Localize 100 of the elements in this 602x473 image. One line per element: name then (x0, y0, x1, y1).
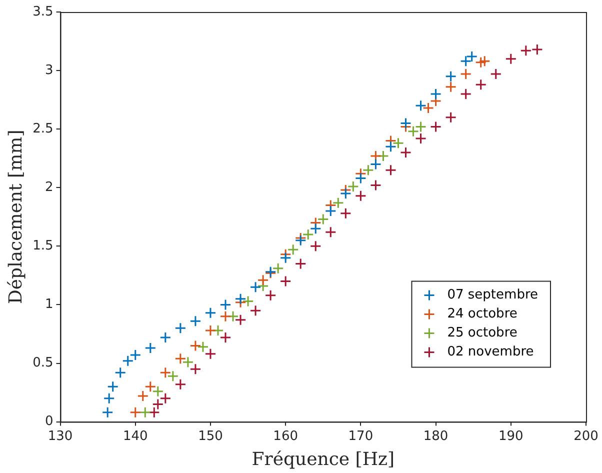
point (103, 392, 115, 404)
legend-label: 07 septembre (447, 288, 538, 303)
point (280, 252, 292, 264)
point (400, 146, 412, 158)
point (354, 190, 366, 202)
point (460, 68, 472, 80)
point (505, 53, 517, 65)
y-tick-label: 2 (44, 180, 54, 196)
x-tick-label: 180 (423, 428, 448, 444)
point (242, 295, 254, 307)
x-tick-label: 170 (348, 428, 374, 444)
x-axis-title: Fréquence [Hz] (252, 448, 395, 470)
point (370, 180, 382, 192)
point (234, 314, 246, 326)
point (294, 258, 306, 270)
point (362, 164, 374, 176)
x-tick-label: 200 (574, 428, 598, 444)
point (234, 293, 246, 305)
point (347, 180, 359, 192)
point (415, 100, 427, 112)
point (130, 349, 142, 361)
point (324, 205, 336, 217)
point (445, 70, 457, 82)
point (445, 81, 457, 93)
point (160, 332, 172, 344)
x-tick-label: 130 (48, 428, 73, 444)
point (490, 68, 502, 80)
point (190, 363, 202, 375)
point (152, 398, 164, 410)
point (167, 370, 179, 382)
point (220, 310, 232, 322)
point (370, 158, 382, 170)
point (332, 197, 344, 209)
point (310, 240, 322, 252)
point (174, 352, 186, 364)
point (302, 228, 314, 240)
x-tick-label: 150 (198, 428, 223, 444)
point (400, 117, 412, 129)
legend-label: 02 novembre (447, 344, 534, 360)
point (531, 44, 543, 56)
point (144, 380, 156, 392)
point (190, 315, 202, 327)
y-tick-label: 1 (44, 297, 54, 312)
legend-label: 24 octobre (447, 306, 518, 322)
point (430, 88, 442, 100)
y-tick-label: 3.5 (32, 4, 54, 20)
point (250, 281, 262, 293)
point (445, 112, 457, 124)
point (102, 406, 114, 418)
point (310, 222, 322, 234)
point (415, 132, 427, 144)
x-tick-label: 190 (498, 428, 524, 444)
point (280, 276, 292, 288)
point (182, 356, 194, 368)
point (475, 78, 487, 90)
point (250, 304, 262, 316)
point (144, 342, 156, 354)
point (139, 406, 151, 418)
point (478, 55, 490, 67)
point (148, 406, 160, 418)
point (460, 88, 472, 100)
point (317, 213, 329, 225)
y-tick-label: 1.5 (32, 238, 54, 254)
point (422, 102, 434, 114)
point (220, 332, 232, 344)
point (384, 164, 396, 176)
point (475, 56, 487, 68)
point (408, 126, 420, 138)
point (430, 120, 442, 132)
point (152, 386, 164, 398)
point (340, 188, 352, 200)
point (324, 226, 336, 238)
point (122, 355, 134, 367)
point (204, 307, 216, 319)
point (272, 262, 284, 274)
point (294, 234, 306, 246)
point (392, 137, 404, 149)
y-axis-title: Déplacement [mm] (5, 130, 26, 304)
point (197, 341, 209, 353)
point (466, 50, 478, 62)
point (190, 340, 202, 352)
point (264, 290, 276, 302)
point (354, 172, 366, 184)
x-tick-label: 160 (273, 428, 298, 444)
point (160, 366, 172, 378)
y-tick-label: 2.5 (32, 121, 54, 136)
point (114, 366, 126, 378)
point (384, 140, 396, 152)
legend-label: 25 octobre (447, 326, 518, 341)
point (220, 298, 232, 310)
y-tick-label: 0.5 (32, 356, 54, 371)
y-tick-label: 3 (44, 62, 54, 78)
point (370, 150, 382, 162)
point (174, 322, 186, 334)
point (204, 324, 216, 336)
point (520, 44, 532, 56)
y-tick-label: 0 (44, 414, 54, 430)
point (160, 392, 172, 404)
point (137, 390, 149, 402)
x-tick-label: 140 (122, 428, 148, 444)
